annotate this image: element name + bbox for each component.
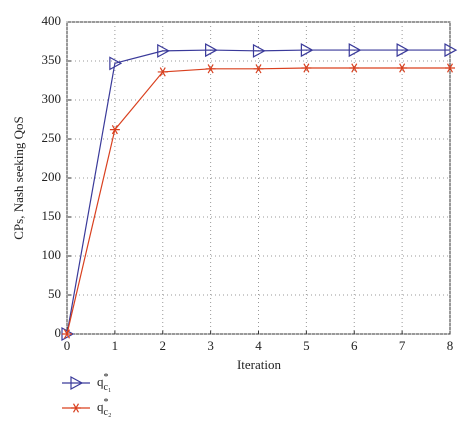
y-tick-label: 0 [55, 325, 62, 340]
point-marker [62, 329, 72, 339]
y-tick-label: 50 [48, 286, 61, 301]
y-tick-label: 100 [42, 247, 62, 262]
legend-label: q* c₁ [97, 372, 111, 393]
y-tick-label: 250 [42, 130, 62, 145]
point-marker [253, 64, 264, 74]
point-marker [205, 43, 218, 58]
point-marker [205, 64, 216, 74]
point-marker [348, 43, 362, 58]
legend-label: q* c₂ [97, 397, 111, 418]
x-tick-label: 3 [207, 338, 214, 353]
point-marker [109, 56, 123, 71]
point-marker [397, 63, 408, 73]
x-tick-label: 5 [303, 338, 310, 353]
x-axis-label: Iteration [237, 357, 282, 372]
x-tick-label: 0 [64, 338, 71, 353]
y-axis-label: CPs, Nash seeking QoS [11, 116, 26, 240]
point-marker [444, 43, 458, 58]
y-tick-label: 200 [42, 169, 62, 184]
point-marker [157, 43, 171, 58]
point-marker [349, 63, 360, 73]
y-tick-label: 300 [42, 91, 62, 106]
x-tick-label: 7 [399, 338, 406, 353]
x-tick-label: 1 [112, 338, 119, 353]
y-tick-label: 400 [42, 13, 62, 28]
y-tick-label: 150 [42, 208, 62, 223]
series-line [66, 49, 450, 335]
x-tick-label: 4 [255, 338, 262, 353]
point-marker [301, 63, 312, 73]
point-marker [300, 43, 314, 58]
legend-marker [70, 375, 84, 391]
point-marker [445, 63, 455, 73]
x-tick-label: 2 [160, 338, 167, 353]
x-tick-label: 6 [351, 338, 358, 353]
point-marker [252, 43, 266, 58]
point-marker [396, 43, 410, 58]
legend-marker [71, 403, 81, 413]
point-marker [109, 125, 120, 135]
y-tick-label: 350 [42, 52, 62, 67]
point-marker [157, 67, 168, 77]
x-tick-label: 8 [447, 338, 454, 353]
